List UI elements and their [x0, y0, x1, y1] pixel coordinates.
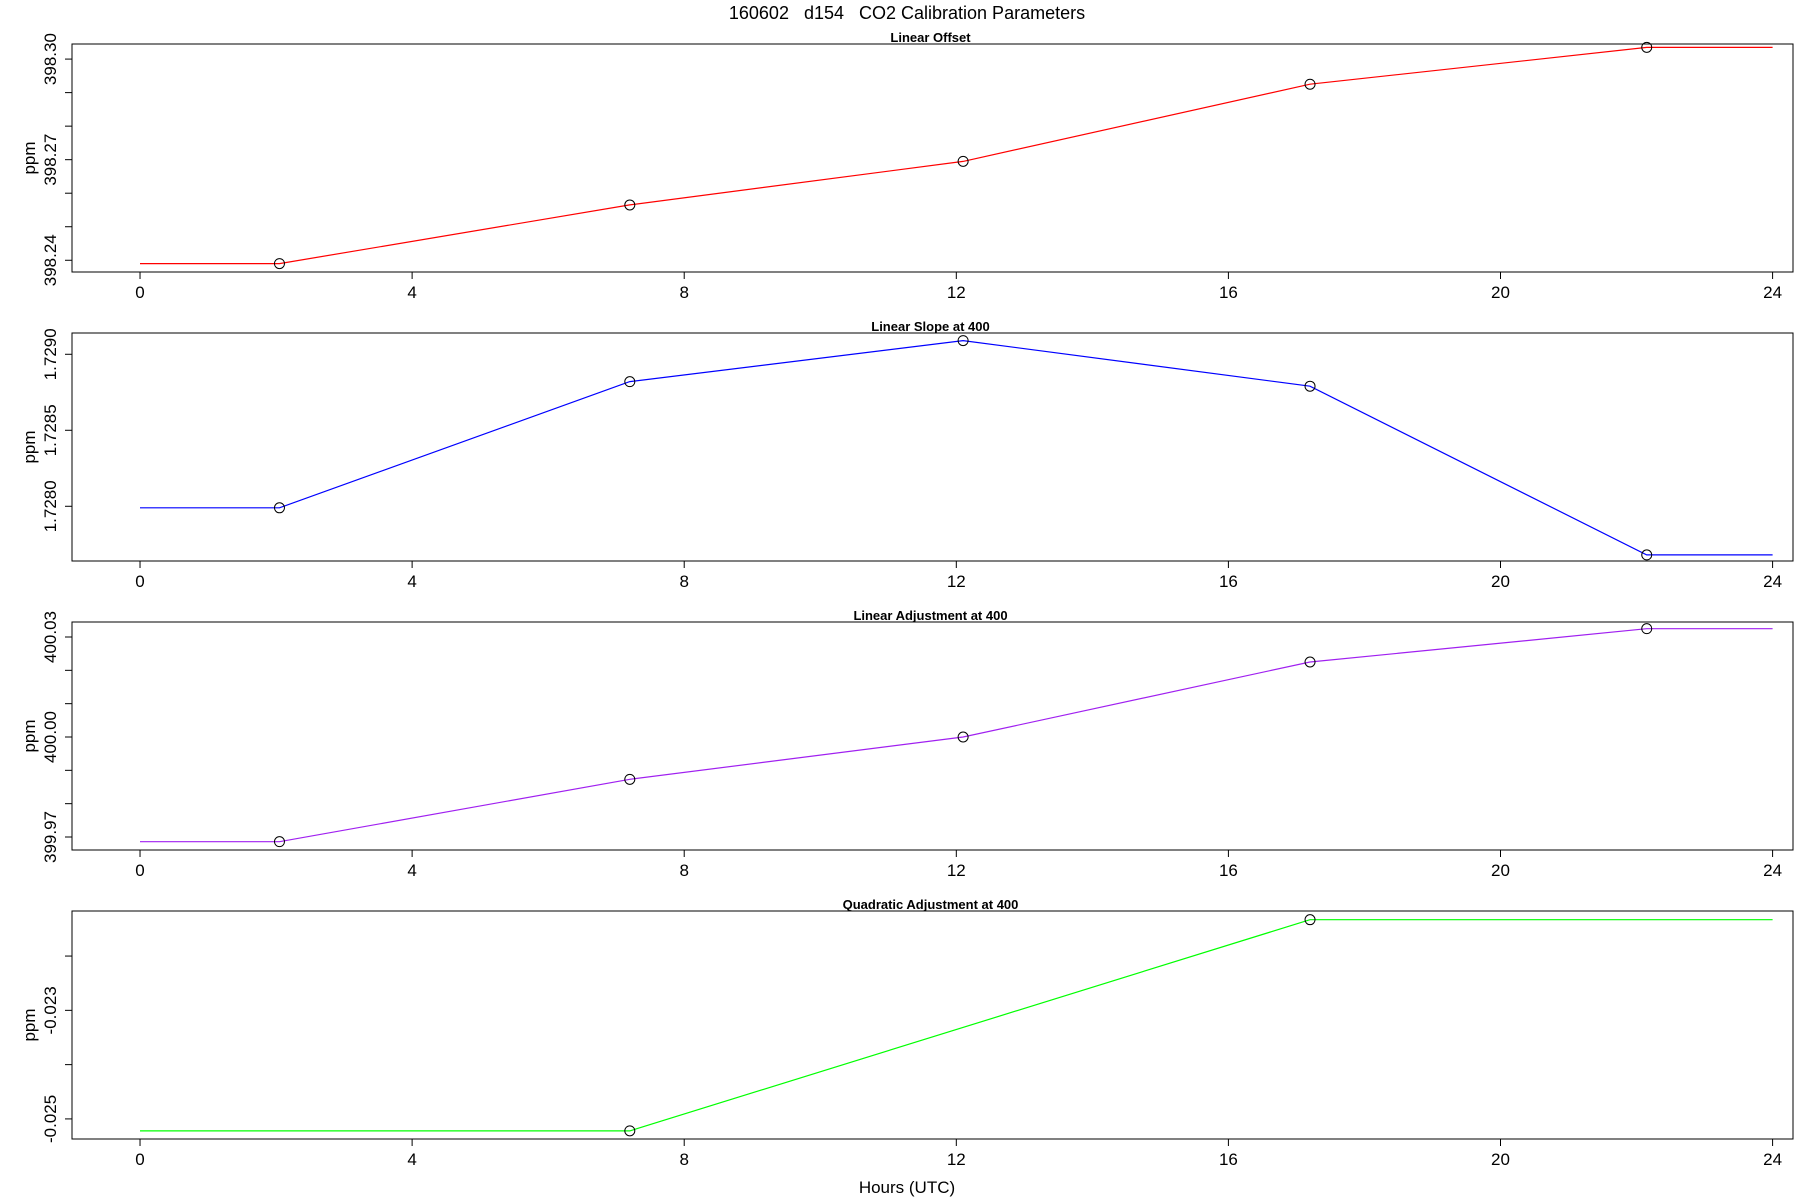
data-point: [1641, 549, 1653, 561]
x-tick-label: 8: [679, 861, 688, 880]
chart-panels: Linear Offset ppm 0 4 8 12 16 20 24 398.24 398.27 3…: [20, 30, 1794, 1169]
x-tick-label: 8: [679, 283, 688, 302]
x-tick-label: 4: [407, 572, 416, 591]
y-tick-label: 1.7280: [41, 480, 60, 532]
x-tick-label: 8: [679, 1150, 688, 1169]
x-tick-label: 4: [407, 283, 416, 302]
x-tick-label: 12: [947, 1150, 966, 1169]
x-tick-label: 12: [947, 572, 966, 591]
series-line: [140, 46, 1773, 265]
x-tick-label: 0: [135, 1150, 144, 1169]
y-tick-label: -0.023: [41, 986, 60, 1034]
x-tick-label: 16: [1219, 283, 1238, 302]
x-tick-label: 20: [1491, 572, 1510, 591]
x-tick-label: 24: [1763, 283, 1782, 302]
data-point: [1304, 914, 1316, 926]
data-point: [273, 258, 285, 270]
x-tick-label: 20: [1491, 283, 1510, 302]
data-point: [1304, 78, 1316, 90]
x-tick-label: 24: [1763, 861, 1782, 880]
x-tick-label: 0: [135, 283, 144, 302]
data-point: [957, 155, 969, 167]
series-line: [140, 628, 1773, 843]
x-tick-label: 0: [135, 861, 144, 880]
plot-frame: [71, 910, 1794, 1140]
chart-panel: Quadratic Adjustment at 400 ppm 0 4 8 12 16 20 2…: [20, 897, 1794, 1169]
y-tick-label: 399.97: [41, 811, 60, 863]
data-point: [624, 773, 636, 785]
plot-frame: [71, 621, 1794, 851]
x-tick-label: 4: [407, 861, 416, 880]
x-tick-label: 16: [1219, 1150, 1238, 1169]
x-tick-label: 4: [407, 1150, 416, 1169]
x-axis-label: Hours (UTC): [859, 1178, 955, 1197]
y-tick-label: 398.27: [41, 134, 60, 186]
x-tick-label: 16: [1219, 861, 1238, 880]
data-point: [624, 1125, 636, 1137]
x-tick-label: 8: [679, 572, 688, 591]
data-point: [1304, 656, 1316, 668]
data-point: [1641, 41, 1653, 53]
panel-title: Linear Adjustment at 400: [853, 608, 1007, 623]
y-tick-label: -0.025: [41, 1095, 60, 1143]
plot-frame: [71, 332, 1794, 562]
x-tick-label: 12: [947, 861, 966, 880]
data-point: [957, 335, 969, 347]
chart-panel: Linear Slope at 400 ppm 0 4 8 12 16 20 24 1.7280 1…: [20, 319, 1794, 591]
panel-title: Quadratic Adjustment at 400: [843, 897, 1019, 912]
x-tick-label: 20: [1491, 1150, 1510, 1169]
panel-title: Linear Slope at 400: [871, 319, 990, 334]
x-tick-label: 0: [135, 572, 144, 591]
y-tick-label: 1.7285: [41, 404, 60, 456]
x-tick-label: 12: [947, 283, 966, 302]
y-axis-label: ppm: [20, 719, 39, 752]
chart-panel: Linear Offset ppm 0 4 8 12 16 20 24 398.24 398.27 3…: [20, 30, 1794, 302]
x-tick-label: 16: [1219, 572, 1238, 591]
data-point: [1304, 380, 1316, 392]
y-tick-label: 400.03: [41, 611, 60, 663]
data-point: [624, 376, 636, 388]
x-tick-label: 24: [1763, 572, 1782, 591]
data-point: [273, 836, 285, 848]
series-line: [140, 339, 1773, 556]
y-axis-label: ppm: [20, 1008, 39, 1041]
data-point: [957, 731, 969, 743]
plot-frame: [71, 43, 1794, 273]
y-axis-label: ppm: [20, 430, 39, 463]
data-point: [1641, 623, 1653, 635]
x-tick-label: 20: [1491, 861, 1510, 880]
chart-panel: Linear Adjustment at 400 ppm 0 4 8 12 16 20 24 39…: [20, 608, 1794, 880]
panel-title: Linear Offset: [890, 30, 971, 45]
figure-title: 160602 d154 CO2 Calibration Parameters: [729, 3, 1085, 23]
y-axis-label: ppm: [20, 141, 39, 174]
y-tick-label: 1.7290: [41, 328, 60, 380]
data-point: [624, 199, 636, 211]
y-tick-label: 398.30: [41, 33, 60, 85]
x-tick-label: 24: [1763, 1150, 1782, 1169]
series-line: [140, 919, 1773, 1132]
data-point: [273, 502, 285, 514]
y-tick-label: 398.24: [41, 234, 60, 286]
y-tick-label: 400.00: [41, 711, 60, 763]
